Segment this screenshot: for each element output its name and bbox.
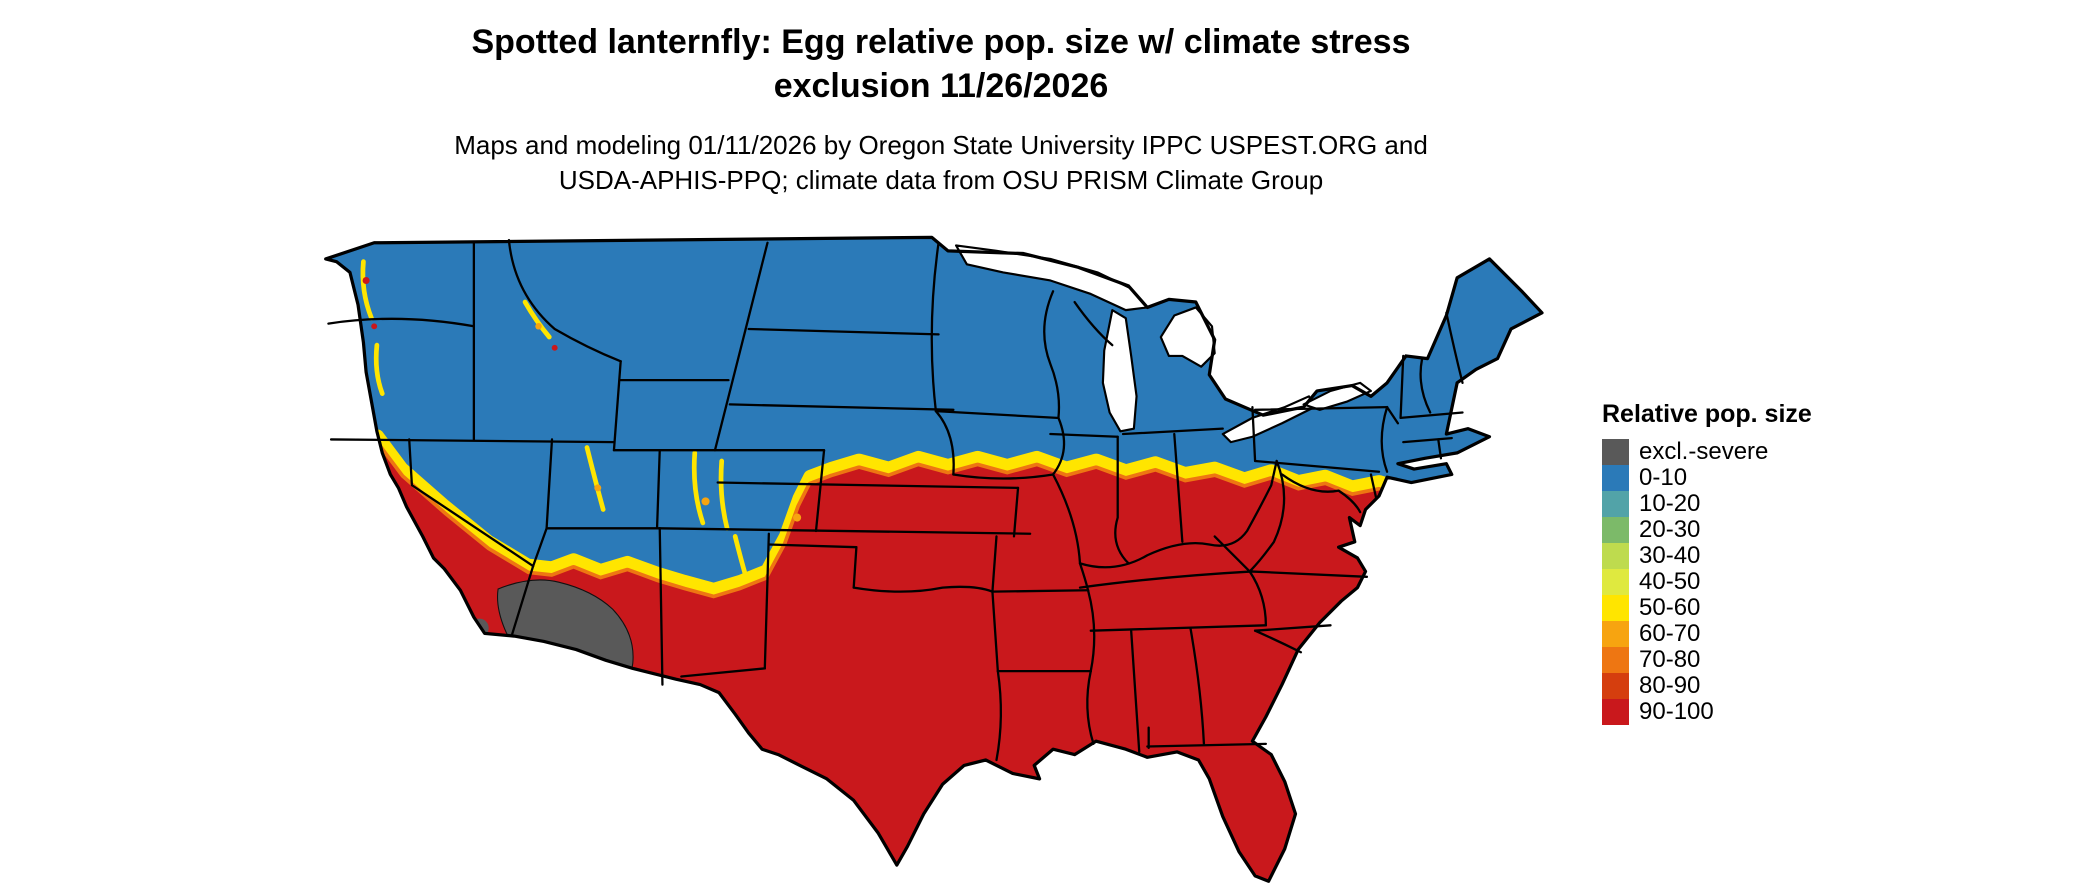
lake-ontario	[1302, 381, 1373, 411]
legend-swatch-10-20	[1602, 491, 1629, 517]
legend-item-30-40: 30-40	[1602, 542, 1902, 569]
legend-label: 90-100	[1639, 698, 1714, 725]
legend-swatch-excl-severe	[1602, 439, 1629, 465]
mountain-speckles-yellow	[360, 259, 749, 580]
legend-swatch-40-50	[1602, 569, 1629, 595]
legend-item-0-10: 0-10	[1602, 464, 1902, 491]
legend-label: 60-70	[1639, 620, 1701, 647]
header: Spotted lanternfly: Egg relative pop. si…	[0, 20, 1882, 198]
legend-label: 10-20	[1639, 490, 1701, 517]
legend-item-20-30: 20-30	[1602, 516, 1902, 543]
legend-label: 50-60	[1639, 594, 1701, 621]
legend-swatch-50-60	[1602, 595, 1629, 621]
mountain-speckles-red	[362, 276, 558, 351]
legend-swatch-90-100	[1602, 699, 1629, 725]
region-transition-yellow-band	[369, 429, 1476, 598]
legend-swatch-0-10	[1602, 465, 1629, 491]
us-choropleth-map	[314, 232, 1551, 892]
legend-item-10-20: 10-20	[1602, 490, 1902, 517]
state-borders	[327, 238, 1464, 762]
mountain-speckles-orange	[535, 323, 802, 522]
great-lakes	[954, 244, 1373, 444]
legend-item-50-60: 50-60	[1602, 594, 1902, 621]
map-subtitle-line-2: USDA-APHIS-PPQ; climate data from OSU PR…	[558, 165, 1324, 195]
legend-label: 20-30	[1639, 516, 1701, 543]
legend-swatch-30-40	[1602, 543, 1629, 569]
legend-title: Relative pop. size	[1602, 400, 1812, 428]
legend-swatch-20-30	[1602, 517, 1629, 543]
legend-label: 80-90	[1639, 672, 1701, 699]
legend-item-90-100: 90-100	[1602, 698, 1902, 725]
legend-item-40-50: 40-50	[1602, 568, 1902, 595]
legend-item-excl-severe: excl.-severe	[1602, 438, 1902, 465]
legend-label: 0-10	[1639, 464, 1688, 491]
legend-label: 30-40	[1639, 542, 1701, 569]
map-subtitle-line-1: Maps and modeling 01/11/2026 by Oregon S…	[454, 130, 1428, 160]
legend-item-70-80: 70-80	[1602, 646, 1902, 673]
legend-item-80-90: 80-90	[1602, 672, 1902, 699]
lake-michigan	[1101, 309, 1138, 433]
map-subtitle: Maps and modeling 01/11/2026 by Oregon S…	[0, 128, 1882, 198]
legend: Relative pop. size excl.-severe 0-10 10-…	[1602, 400, 1902, 725]
map-title-line-2: exclusion 11/26/2026	[773, 67, 1109, 105]
lake-huron	[1159, 306, 1216, 368]
legend-label: excl.-severe	[1639, 438, 1769, 465]
legend-label: 40-50	[1639, 568, 1701, 595]
map-title-line-1: Spotted lanternfly: Egg relative pop. si…	[471, 23, 1411, 61]
legend-swatch-60-70	[1602, 621, 1629, 647]
legend-item-60-70: 60-70	[1602, 620, 1902, 647]
us-map-svg	[324, 235, 1544, 883]
legend-label: 70-80	[1639, 646, 1701, 673]
legend-swatch-70-80	[1602, 647, 1629, 673]
legend-swatch-80-90	[1602, 673, 1629, 699]
